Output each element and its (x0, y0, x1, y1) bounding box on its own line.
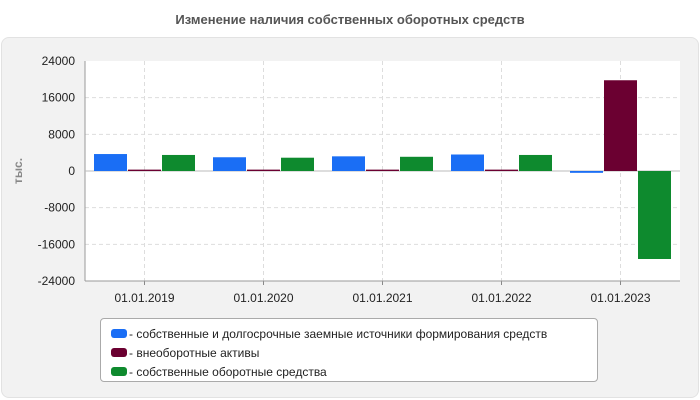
x-tick-label: 01.01.2021 (352, 291, 412, 305)
legend-item: - собственные оборотные средства (101, 362, 597, 381)
bar-series-3 (281, 157, 314, 171)
bar-series-2 (604, 80, 637, 171)
bar-series-1 (451, 154, 484, 171)
bar-series-2 (128, 169, 161, 171)
legend: - собственные и долгосрочные заемные ист… (100, 318, 598, 382)
bar-series-1 (332, 156, 365, 171)
y-tick-label: -24000 (38, 274, 76, 288)
bar-series-2 (485, 169, 518, 171)
y-axis-label: тыс. (11, 158, 25, 184)
y-tick-label: 24000 (42, 54, 76, 68)
legend-label-series-2: - внеоборотные активы (129, 345, 260, 360)
legend-swatch-series-1 (111, 329, 127, 338)
legend-swatch-series-2 (111, 348, 127, 357)
y-tick-label: 16000 (42, 91, 76, 105)
legend-item: - собственные и долгосрочные заемные ист… (101, 324, 597, 343)
x-tick-label: 01.01.2022 (471, 291, 531, 305)
x-tick-label: 01.01.2020 (233, 291, 293, 305)
bar-series-3 (400, 156, 433, 171)
bar-series-3 (162, 154, 195, 171)
legend-item: - внеоборотные активы (101, 343, 597, 362)
bar-series-3 (519, 154, 552, 171)
bar-series-2 (247, 169, 280, 171)
bar-series-1 (213, 157, 246, 171)
x-tick-label: 01.01.2019 (114, 291, 174, 305)
y-tick-label: 8000 (48, 127, 75, 141)
bar-series-1 (570, 171, 603, 173)
y-tick-label: 0 (68, 164, 75, 178)
y-tick-label: -8000 (44, 201, 75, 215)
legend-label-series-3: - собственные оборотные средства (129, 364, 327, 379)
y-tick-label: -16000 (38, 237, 76, 251)
bar-series-1 (94, 154, 127, 171)
legend-swatch-series-3 (111, 367, 127, 376)
x-tick-label: 01.01.2023 (590, 291, 650, 305)
chart-title: Изменение наличия собственных оборотных … (175, 12, 525, 27)
legend-label-series-1: - собственные и долгосрочные заемные ист… (129, 326, 548, 341)
bar-series-3 (638, 171, 671, 259)
bar-series-2 (366, 169, 399, 171)
